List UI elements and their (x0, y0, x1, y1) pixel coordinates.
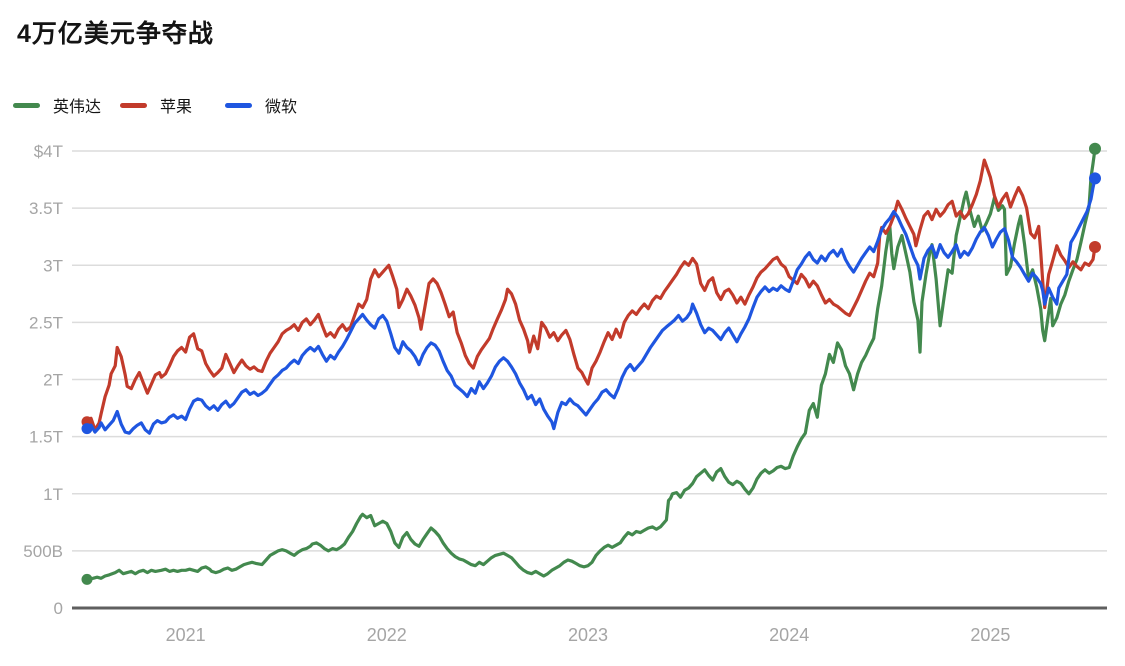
series-line-nvidia (85, 147, 1097, 582)
series-end-dot-nvidia (1089, 142, 1101, 155)
y-tick-label: 1T (43, 485, 63, 504)
y-axis-labels: $4T 3.5T 3T 2.5T 2T 1.5T 1T 500B 0 (23, 142, 63, 618)
legend-item-apple: 苹果 (120, 93, 192, 117)
x-tick-label: 2022 (367, 625, 407, 645)
legend-swatch-nvidia (13, 102, 40, 108)
series-line-apple (85, 158, 1097, 432)
x-tick-label: 2021 (166, 625, 206, 645)
y-tick-label: 0 (54, 599, 63, 618)
series-end-dot-apple (1089, 241, 1101, 253)
chart-title: 4万亿美元争夺战 (17, 20, 214, 48)
y-tick-label: 3T (43, 256, 63, 275)
x-tick-label: 2025 (970, 625, 1010, 645)
y-tick-label: $4T (34, 142, 63, 161)
y-tick-label: 2T (43, 371, 63, 390)
y-tick-label: 500B (23, 542, 63, 561)
legend-swatch-microsoft (225, 102, 253, 108)
series-line-microsoft (85, 176, 1097, 435)
series-start-dot-nvidia (81, 573, 93, 585)
series-microsoft (81, 172, 1101, 435)
x-tick-label: 2023 (568, 625, 608, 645)
series-end-dot-microsoft (1089, 172, 1101, 185)
series-start-dot-microsoft (81, 423, 93, 435)
x-tick-label: 2024 (769, 625, 809, 645)
y-tick-label: 3.5T (29, 199, 63, 218)
x-axis-labels: 2021 2022 2023 2024 2025 (166, 625, 1011, 645)
legend-item-nvidia: 英伟达 (13, 93, 101, 117)
series-nvidia (81, 142, 1101, 585)
y-tick-label: 1.5T (29, 428, 63, 447)
legend-item-microsoft: 微软 (225, 93, 297, 117)
legend-label-nvidia: 英伟达 (53, 99, 102, 116)
y-tick-label: 2.5T (29, 313, 63, 332)
series-apple (81, 158, 1101, 432)
chart-legend: 英伟达 苹果 微软 (13, 93, 297, 117)
legend-swatch-apple (120, 102, 148, 108)
legend-label-apple: 苹果 (160, 99, 193, 116)
legend-label-microsoft: 微软 (265, 99, 298, 116)
